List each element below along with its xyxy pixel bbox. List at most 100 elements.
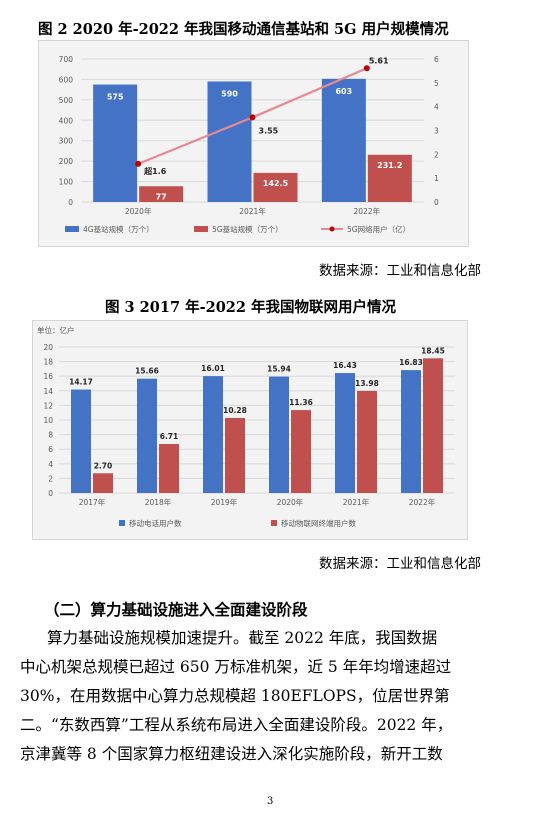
paragraph-line: 中心机架总规模已超过 650 万标准机架，近 5 年年均增速超过: [20, 658, 452, 676]
data-label-4g: 575: [107, 93, 124, 102]
page-number: 3: [267, 796, 274, 807]
data-label-iot-terminal-users: 6.71: [160, 432, 179, 441]
bar-mobile-phone-users: [71, 389, 91, 493]
unit-label: 单位：亿户: [37, 325, 75, 335]
figure-2-title: 图 2 2020 年-2022 年我国移动通信基站和 5G 用户规模情况: [38, 21, 449, 38]
y-tick-label: 12: [43, 401, 53, 410]
y-right-tick-label: 0: [434, 198, 439, 207]
x-tick-label: 2022年: [409, 497, 436, 507]
x-tick-label: 2018年: [145, 497, 172, 507]
x-tick-label: 2021年: [343, 497, 370, 507]
y-tick-label: 6: [48, 445, 53, 454]
bar-5g: [139, 186, 184, 202]
legend-marker-5g-users: [329, 226, 335, 232]
x-tick-label: 2022年: [354, 206, 381, 216]
y-right-tick-label: 3: [434, 127, 439, 136]
y-tick-label: 18: [43, 358, 53, 367]
y-tick-label: 10: [43, 416, 53, 425]
data-label-5g-users: 超1.6: [143, 166, 167, 176]
x-tick-label: 2020年: [125, 206, 152, 216]
y-left-tick-label: 600: [59, 75, 74, 84]
paragraph-line: 30%，在用数据中心算力总规模超 180EFLOPS，位居世界第: [20, 687, 450, 705]
bar-4g: [321, 78, 366, 202]
data-label-mobile-phone-users: 14.17: [69, 378, 93, 387]
y-tick-label: 20: [43, 343, 53, 352]
bar-4g: [207, 81, 252, 202]
bar-mobile-phone-users: [335, 373, 355, 493]
y-tick-label: 0: [48, 489, 53, 498]
x-tick-label: 2021年: [239, 206, 266, 216]
y-left-tick-label: 100: [59, 178, 74, 187]
data-label-5g: 77: [156, 192, 167, 201]
data-label-5g: 142.5: [263, 179, 289, 188]
y-left-tick-label: 200: [59, 157, 74, 166]
y-right-tick-label: 1: [434, 174, 439, 183]
bar-iot-terminal-users: [93, 473, 113, 493]
bar-iot-terminal-users: [159, 444, 179, 493]
x-tick-label: 2019年: [211, 497, 238, 507]
marker-5g-users: [363, 65, 370, 72]
data-label-iot-terminal-users: 11.36: [289, 398, 313, 407]
bar-mobile-phone-users: [137, 378, 157, 493]
bar-mobile-phone-users: [269, 376, 289, 493]
y-right-tick-label: 2: [434, 150, 439, 159]
bar-mobile-phone-users: [401, 370, 421, 493]
figure-3-title: 图 3 2017 年-2022 年我国物联网用户情况: [105, 299, 397, 316]
legend-label-4g: 4G基站规模（万个）: [83, 224, 154, 234]
figure-3-svg: 单位：亿户 0 2 4 6 8 10 12 14 16 18 20 14.17 2.70 2017年 15.6…: [37, 325, 455, 528]
bar-5g: [367, 154, 412, 202]
y-tick-label: 16: [43, 372, 53, 381]
paragraph-line: 算力基础设施规模加速提升。截至 2022 年底，我国数据: [47, 629, 438, 647]
figure-2-svg: 0 100 200 300 400 500 600 700 0 1 2 3 4 5 6 575 77 2020年 5…: [59, 55, 439, 234]
figure-2-source: 数据来源：工业和信息化部: [319, 263, 481, 279]
legend-swatch-5g: [194, 226, 208, 232]
bar-mobile-phone-users: [203, 376, 223, 493]
figure-3-chart: 单位：亿户 0 2 4 6 8 10 12 14 16 18 20 14.17 2.70 2017年 15.6…: [32, 320, 468, 540]
figure-3-source: 数据来源：工业和信息化部: [319, 556, 481, 572]
data-label-5g-users: 5.61: [369, 56, 389, 65]
data-label-mobile-phone-users: 16.43: [333, 361, 357, 370]
marker-5g-users: [135, 160, 142, 167]
data-label-mobile-phone-users: 15.66: [135, 367, 159, 376]
x-tick-label: 2017年: [79, 497, 106, 507]
legend-label-iot-terminal-users: 移动物联网终端用户数: [281, 518, 356, 528]
legend-swatch-mobile-phone-users: [119, 520, 125, 526]
legend-label-5g: 5G基站规模（万个）: [212, 224, 283, 234]
y-tick-label: 14: [43, 387, 53, 396]
y-right-tick-label: 4: [434, 103, 439, 112]
section-paragraph: 算力基础设施规模加速提升。截至 2022 年底，我国数据 中心机架总规模已超过 …: [20, 624, 502, 769]
x-tick-label: 2020年: [277, 497, 304, 507]
y-right-tick-label: 5: [434, 79, 439, 88]
legend-label-5g-users: 5G网络用户（亿）: [347, 224, 410, 234]
bar-iot-terminal-users: [423, 358, 443, 493]
figure-2-chart: 0 100 200 300 400 500 600 700 0 1 2 3 4 5 6 575 77 2020年 5…: [38, 40, 469, 247]
data-label-4g: 603: [335, 87, 352, 96]
data-label-iot-terminal-users: 13.98: [355, 379, 379, 388]
y-left-tick-label: 500: [59, 96, 74, 105]
bar-iot-terminal-users: [291, 410, 311, 493]
section-heading: （二）算力基础设施进入全面建设阶段: [44, 600, 308, 619]
data-label-iot-terminal-users: 2.70: [94, 461, 113, 470]
bar-5g: [253, 172, 298, 202]
y-left-tick-label: 400: [59, 116, 74, 125]
y-tick-label: 2: [48, 474, 53, 483]
paragraph-line: 京津冀等 8 个国家算力枢纽建设进入深化实施阶段，新开工数: [20, 745, 443, 763]
y-tick-label: 4: [48, 460, 53, 469]
marker-5g-users: [249, 114, 256, 121]
bar-iot-terminal-users: [225, 417, 245, 493]
y-left-tick-label: 0: [68, 198, 73, 207]
y-right-tick-label: 6: [434, 55, 439, 64]
data-label-mobile-phone-users: 15.94: [267, 365, 291, 374]
legend-label-mobile-phone-users: 移动电话用户数: [129, 518, 182, 528]
legend-swatch-4g: [65, 226, 79, 232]
bar-4g: [93, 84, 138, 202]
data-label-4g: 590: [221, 89, 238, 98]
data-label-5g-users: 3.55: [259, 126, 279, 135]
y-left-tick-label: 300: [59, 137, 74, 146]
data-label-mobile-phone-users: 16.01: [201, 364, 225, 373]
data-label-iot-terminal-users: 10.28: [223, 406, 247, 415]
legend-swatch-iot-terminal-users: [271, 520, 277, 526]
paragraph-line: 二。“东数西算”工程从系统布局进入全面建设阶段。2022 年，: [20, 716, 453, 734]
data-label-mobile-phone-users: 16.83: [399, 358, 423, 367]
data-label-5g: 231.2: [377, 161, 402, 170]
